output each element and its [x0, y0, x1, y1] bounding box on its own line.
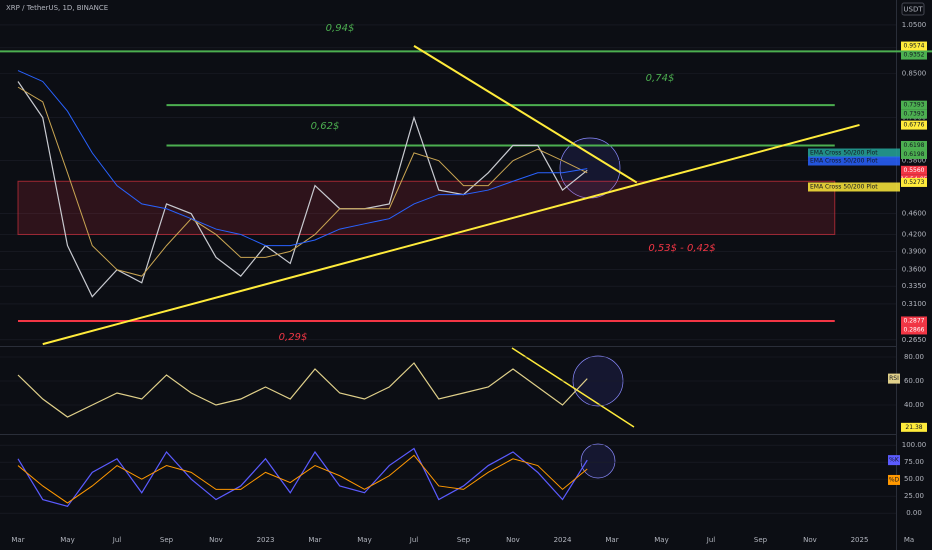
price-badge: [901, 109, 927, 119]
price-badge-label: 0.2877: [904, 317, 925, 324]
price-badge: [901, 325, 927, 335]
x-tick-label: 2025: [851, 536, 869, 544]
y-tick-label: 1.0500: [902, 21, 927, 29]
series-badge-label: %D: [889, 476, 900, 483]
x-tick-label: Mar: [308, 536, 321, 544]
x-tick-label: Nov: [209, 536, 223, 544]
plot-label-bg: [808, 148, 900, 158]
annotation: 0,74$: [646, 73, 675, 84]
chart-title: XRP / TetherUS, 1D, BINANCE: [6, 4, 108, 12]
annotation: 0,62$: [311, 121, 340, 132]
price-badge-label: 0.5560: [904, 167, 925, 174]
y-tick-label: 0.3100: [902, 300, 927, 308]
x-tick-label: Mar: [605, 536, 618, 544]
annotation: 0,53$ - 0,42$: [648, 243, 715, 254]
series-line: [17, 70, 588, 247]
x-tick-label: Jul: [409, 536, 419, 544]
price-badge-label: 0.7393: [904, 111, 925, 118]
y-tick-label: 80.00: [904, 353, 924, 361]
y-tick-label: 100.00: [902, 441, 927, 449]
price-badge: [901, 149, 927, 159]
price-badge: [901, 422, 927, 432]
x-tick-label: Sep: [160, 536, 174, 544]
price-badge: [901, 50, 927, 60]
series-badge-label: RSI: [889, 375, 899, 382]
x-tick-label: Sep: [754, 536, 768, 544]
price-badge-label: 0.9574: [904, 43, 925, 50]
price-badge-label: 21.38: [905, 424, 922, 431]
price-badge: [901, 120, 927, 130]
series-badge: [888, 455, 900, 466]
series-line: [17, 81, 588, 298]
plot-label: EMA Cross 50/200 Plot: [810, 150, 878, 157]
series-badge: [888, 474, 900, 485]
series-badge-label: %K: [889, 457, 900, 464]
price-badge: [901, 165, 927, 175]
annotation: 0,94$: [326, 23, 355, 34]
y-tick-label: 0.3600: [902, 266, 927, 274]
y-tick-label: 50.00: [904, 475, 924, 483]
zone: [17, 180, 836, 235]
trendline: [42, 123, 860, 346]
series-line: [17, 454, 588, 504]
y-tick-label: 0.3900: [902, 247, 927, 255]
price-badge-label: 0.6198: [904, 151, 925, 158]
y-tick-label: 60.00: [904, 377, 924, 385]
x-tick-label: May: [357, 536, 371, 544]
x-tick-label: 2024: [554, 536, 572, 544]
currency[interactable]: USDT: [903, 6, 923, 14]
plot-label-bg: [808, 182, 900, 192]
series-line: [17, 447, 588, 508]
y-tick-label: 0.3350: [902, 282, 927, 290]
x-tick-label: Jul: [112, 536, 122, 544]
annotation: 0,29$: [279, 332, 308, 343]
y-tick-label: 75.00: [904, 458, 924, 466]
price-badge: [901, 140, 927, 150]
x-tick-label: 2023: [257, 536, 275, 544]
trendline: [413, 45, 638, 184]
x-tick-label: May: [60, 536, 74, 544]
rsi-trendline: [511, 347, 635, 428]
y-tick-label: 0.5800: [902, 157, 927, 165]
price-badge-label: 0.6198: [904, 142, 925, 149]
price-badge-label: 0.6776: [904, 122, 925, 129]
price-badge: [901, 100, 927, 110]
x-tick-label: Nov: [506, 536, 520, 544]
series-line: [17, 362, 588, 418]
price-badge-label: 0.2866: [904, 326, 925, 333]
x-tick-label: Nov: [803, 536, 817, 544]
price-badge-label: 0.5273: [904, 179, 925, 186]
x-tick-label: May: [654, 536, 668, 544]
y-tick-label: 0.00: [906, 509, 922, 517]
x-tick-label: Mar: [11, 536, 24, 544]
highlight-circle: [580, 443, 616, 479]
plot-label: EMA Cross 50/200 Plot: [810, 184, 878, 191]
price-badge-label: 0.7393: [904, 102, 925, 109]
x-tick-label: Jul: [706, 536, 716, 544]
plot-label: EMA Cross 50/200 Plot: [810, 158, 878, 165]
y-tick-label: 0.4600: [902, 210, 927, 218]
y-tick-label: 0.2650: [902, 336, 927, 344]
x-tick-label: Ma: [904, 536, 914, 544]
price-badge: [901, 41, 927, 51]
plot-label-bg: [808, 156, 900, 166]
y-tick-label: 0.8500: [902, 69, 927, 77]
price-badge-label: 0.9352: [904, 52, 925, 59]
y-tick-label: 0.4200: [902, 230, 927, 238]
y-tick-label: 40.00: [904, 401, 924, 409]
y-tick-label: 25.00: [904, 492, 924, 500]
currency-box[interactable]: [901, 2, 925, 16]
price-badge: [901, 177, 927, 187]
price-badge: [901, 316, 927, 326]
x-tick-label: Sep: [457, 536, 471, 544]
series-badge: [888, 373, 900, 384]
